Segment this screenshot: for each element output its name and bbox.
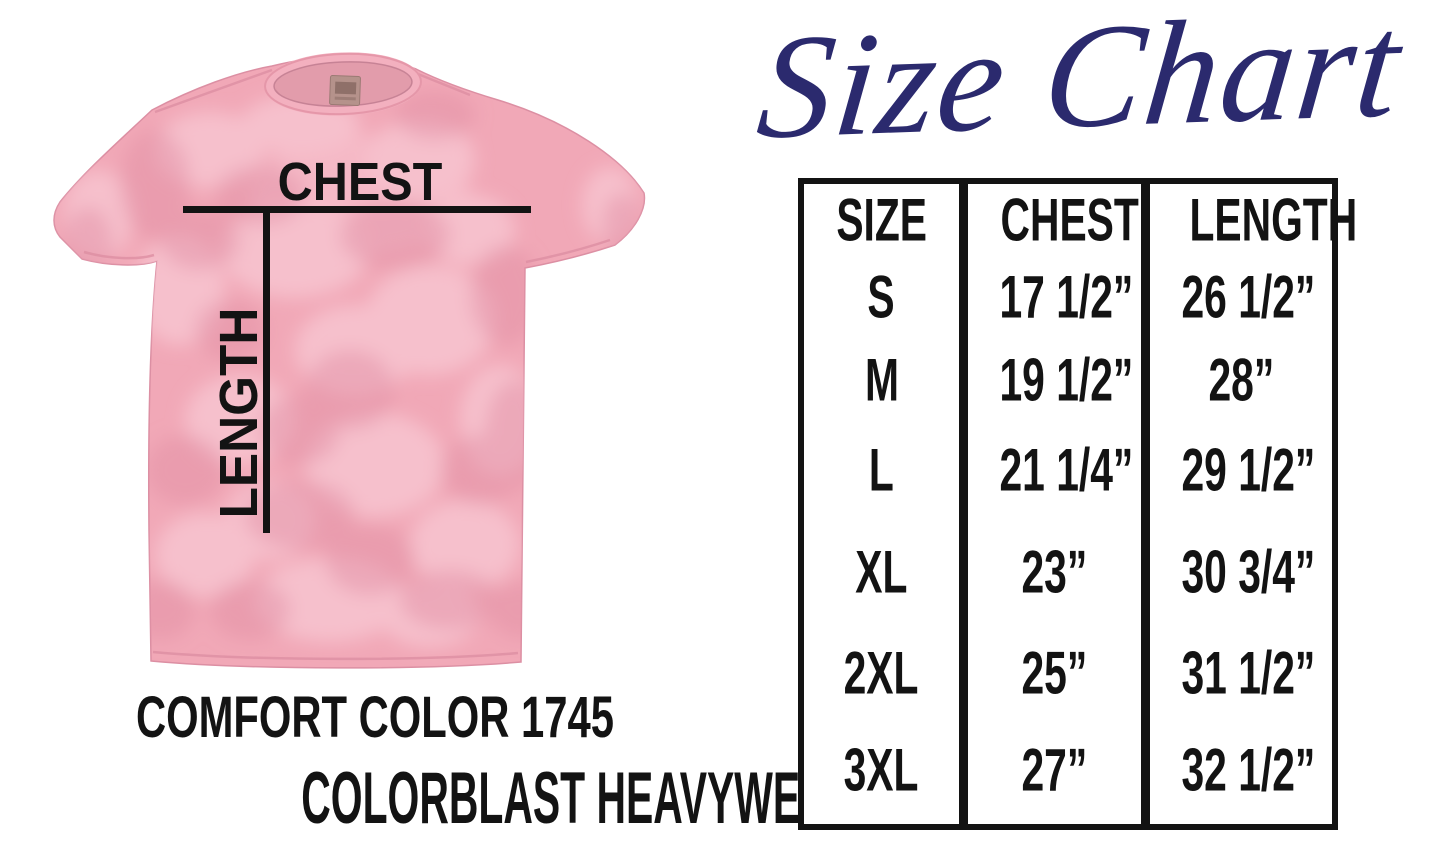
chest-cell: 27”: [968, 736, 1141, 805]
chest-measure-line: [183, 206, 531, 213]
size-cell: XL: [804, 538, 959, 607]
chest-cell: 17 1/2”: [968, 263, 1141, 332]
length-cell: 29 1/2”: [1150, 436, 1332, 505]
size-cell-text: S: [867, 263, 896, 331]
size-cell-text: 2XL: [844, 639, 919, 707]
column-header-chest-text: CHEST: [1000, 186, 1139, 254]
length-column: LENGTH 26 1/2” 28” 29 1/2” 30 3/4” 31 1/…: [1150, 184, 1357, 824]
chest-label: CHEST: [278, 151, 443, 212]
length-cell-text: 26 1/2”: [1181, 263, 1316, 331]
product-caption: COMFORT COLOR 1745 COLORBLAST HEAVYWEIGH…: [0, 681, 1068, 843]
length-label: LENGTH: [209, 308, 269, 519]
chest-cell: 19 1/2”: [968, 346, 1141, 415]
length-cell-text: 32 1/2”: [1181, 736, 1316, 804]
chest-cell-text: 23”: [1021, 538, 1088, 606]
size-cell-text: M: [864, 346, 899, 414]
chest-column: CHEST 17 1/2” 19 1/2” 21 1/4” 23” 25” 27…: [968, 184, 1150, 824]
size-cell: 3XL: [804, 736, 959, 805]
chest-cell: 21 1/4”: [968, 436, 1141, 505]
length-measure-line: [263, 206, 270, 533]
length-cell: 30 3/4”: [1150, 538, 1332, 607]
size-table: SIZE S M L XL 2XL 3XL CHEST 17 1/2” 19 1…: [798, 178, 1357, 830]
chest-cell-text: 25”: [1021, 639, 1088, 707]
chest-cell-text: 17 1/2”: [999, 263, 1134, 331]
size-cell-text: XL: [855, 538, 908, 606]
length-cell: 28”: [1150, 346, 1332, 415]
size-cell-text: 3XL: [844, 736, 919, 804]
length-cell-text: 29 1/2”: [1181, 436, 1316, 504]
length-cell-text: 30 3/4”: [1181, 538, 1316, 606]
chest-cell: 23”: [968, 538, 1141, 607]
column-header-size-text: SIZE: [836, 186, 927, 254]
size-chart-title: Size Chart: [751, 0, 1409, 171]
tshirt-seams: [83, 68, 611, 661]
size-cell: L: [804, 436, 959, 505]
size-cell: S: [804, 263, 959, 332]
column-header-length-text: LENGTH: [1189, 186, 1358, 254]
tshirt-graphic: CHEST LENGTH: [53, 52, 646, 669]
size-cell: M: [804, 346, 959, 415]
caption-line-1-text: COMFORT COLOR 1745: [136, 685, 614, 750]
column-header-chest: CHEST: [968, 186, 1141, 255]
chest-cell: 25”: [968, 639, 1141, 708]
length-cell: 32 1/2”: [1150, 736, 1332, 805]
chest-cell-text: 19 1/2”: [999, 346, 1134, 414]
chest-cell-text: 27”: [1021, 736, 1088, 804]
chest-cell-text: 21 1/4”: [999, 436, 1134, 504]
size-cell: 2XL: [804, 639, 959, 708]
size-column: SIZE S M L XL 2XL 3XL: [804, 184, 968, 824]
length-cell-text: 31 1/2”: [1181, 639, 1316, 707]
caption-line-2: COLORBLAST HEAVYWEIGHT T-SHIRT: [0, 755, 1068, 843]
column-header-size: SIZE: [804, 186, 959, 255]
caption-line-1: COMFORT COLOR 1745: [0, 681, 750, 755]
tshirt-neck-tag: [329, 75, 361, 106]
length-cell: 31 1/2”: [1150, 639, 1332, 708]
size-cell-text: L: [869, 436, 894, 504]
length-cell: 26 1/2”: [1150, 263, 1332, 332]
column-header-length: LENGTH: [1150, 186, 1357, 255]
length-cell-text: 28”: [1208, 346, 1274, 414]
